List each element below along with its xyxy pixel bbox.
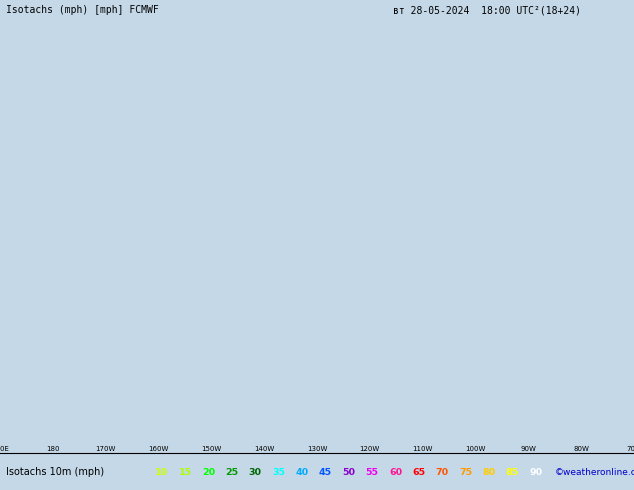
Text: 15: 15: [179, 468, 191, 477]
Text: 150W: 150W: [201, 446, 221, 452]
Text: 70: 70: [436, 468, 449, 477]
Text: 170E: 170E: [0, 446, 9, 452]
Text: 130W: 130W: [307, 446, 327, 452]
Text: 90W: 90W: [521, 446, 536, 452]
Text: 45: 45: [319, 468, 332, 477]
Text: 180: 180: [46, 446, 60, 452]
Text: 20: 20: [202, 468, 215, 477]
Text: 55: 55: [366, 468, 378, 477]
Text: 30: 30: [249, 468, 262, 477]
Text: 10: 10: [155, 468, 168, 477]
Text: 70W: 70W: [626, 446, 634, 452]
Text: 60: 60: [389, 468, 402, 477]
Text: 90: 90: [529, 468, 542, 477]
Text: вт 28-05-2024  18:00 UTC²(18+24): вт 28-05-2024 18:00 UTC²(18+24): [393, 5, 581, 16]
Text: 80: 80: [482, 468, 496, 477]
Text: 170W: 170W: [96, 446, 116, 452]
Text: 140W: 140W: [254, 446, 275, 452]
Text: 85: 85: [506, 468, 519, 477]
Text: ©weatheronline.co.uk: ©weatheronline.co.uk: [555, 468, 634, 477]
Text: 40: 40: [295, 468, 309, 477]
Text: 35: 35: [272, 468, 285, 477]
Text: 65: 65: [412, 468, 425, 477]
Text: Isotachs (mph) [mph] FCMWF: Isotachs (mph) [mph] FCMWF: [6, 5, 159, 16]
Text: 160W: 160W: [148, 446, 169, 452]
Text: 80W: 80W: [573, 446, 589, 452]
Text: 110W: 110W: [413, 446, 433, 452]
Text: 120W: 120W: [359, 446, 380, 452]
Text: 75: 75: [459, 468, 472, 477]
Text: Isotachs 10m (mph): Isotachs 10m (mph): [6, 467, 105, 477]
Text: 100W: 100W: [465, 446, 486, 452]
Text: 25: 25: [225, 468, 238, 477]
Text: 50: 50: [342, 468, 355, 477]
